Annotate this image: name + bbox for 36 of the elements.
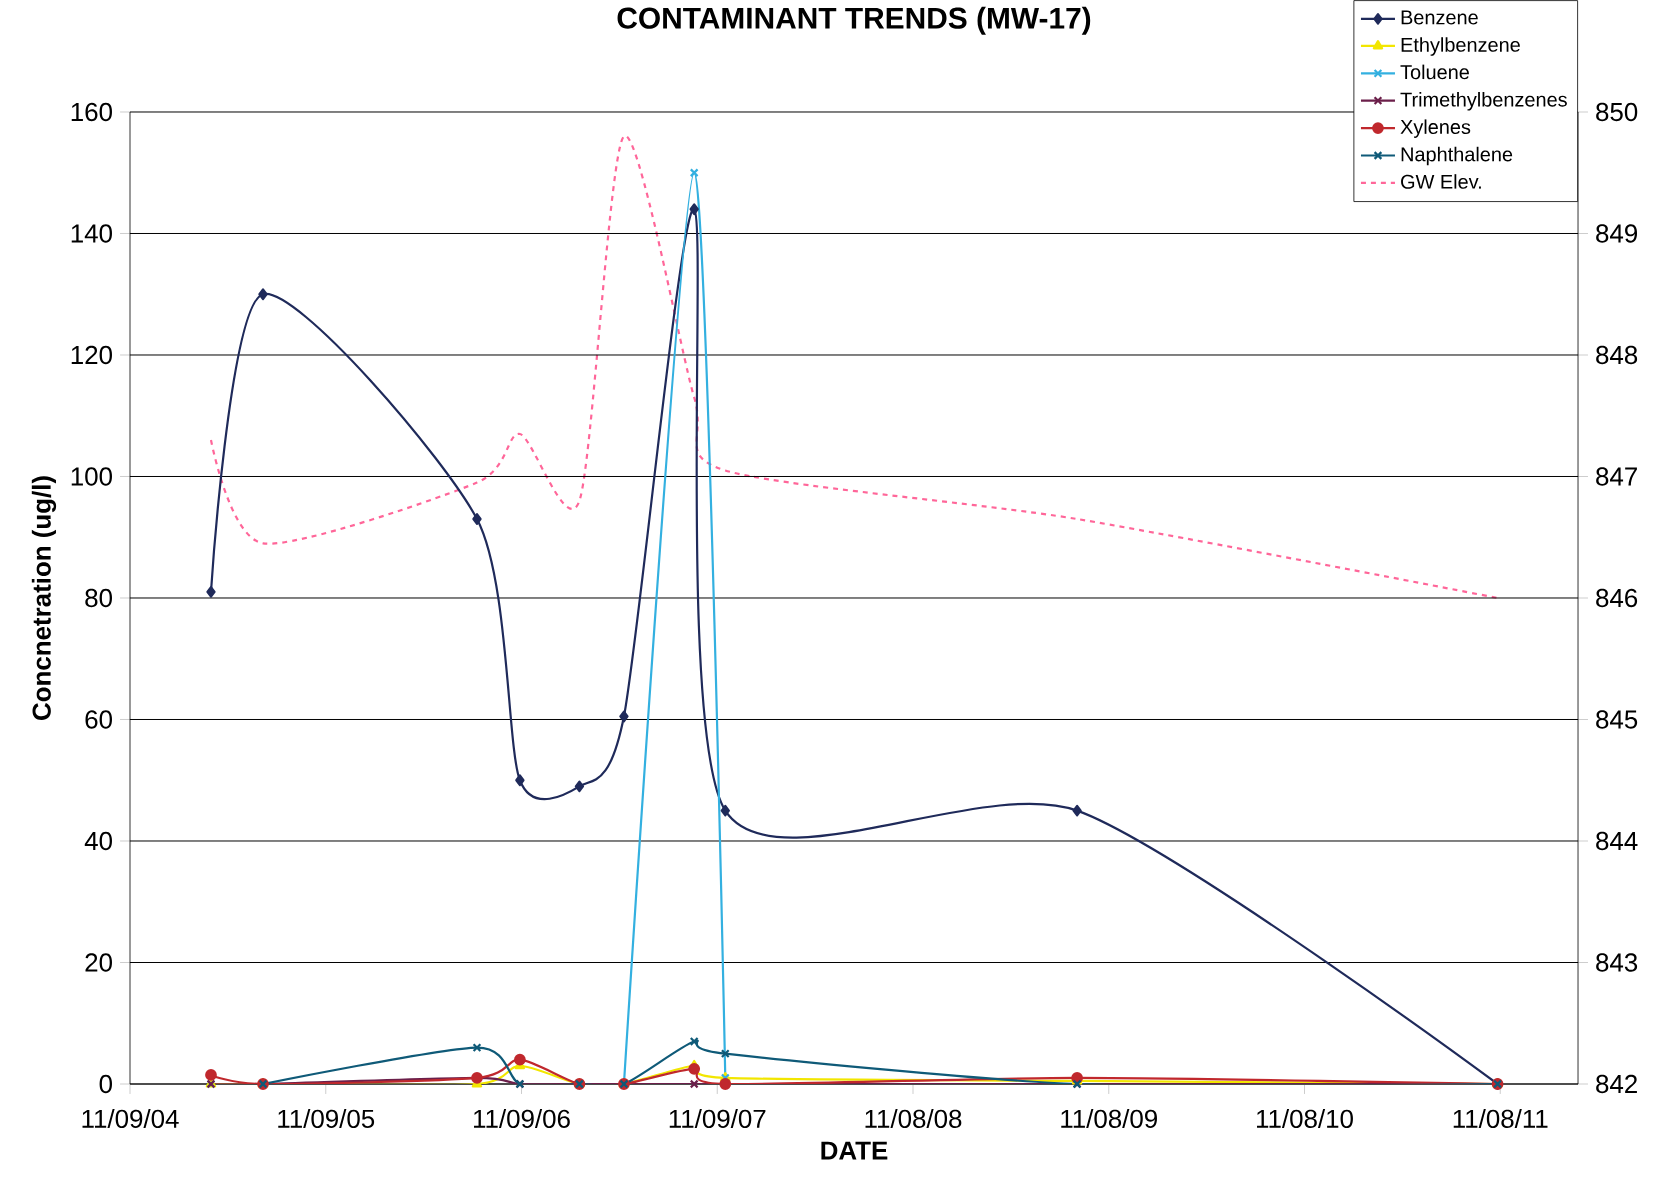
y-tick-label: 20 [85, 953, 112, 972]
legend-label: Xylenes [1400, 119, 1471, 138]
legend-label: Ethylbenzene [1401, 37, 1520, 56]
y2-tick-label: 848 [1596, 345, 1638, 365]
legend-label: Trimethylbenzenes [1400, 92, 1567, 111]
x-axis-title: DATE [821, 1141, 888, 1160]
y-tick-label: 40 [84, 831, 112, 851]
x-tick-label: 11/08/10 [1257, 1108, 1353, 1128]
x-tick-label: 11/08/08 [865, 1108, 962, 1128]
x-tick-label: 11/09/05 [278, 1108, 375, 1128]
y2-tick-label: 846 [1596, 588, 1638, 608]
y-tick-label: 140 [71, 224, 112, 243]
y-axis-title: Concnetration (ug/l) [31, 476, 57, 720]
y2-tick-label: 844 [1596, 831, 1638, 851]
x-tick-label: 11/09/04 [82, 1108, 179, 1128]
x-tick-label: 11/08/11 [1453, 1108, 1548, 1128]
y2-tick-label: 850 [1596, 102, 1638, 122]
legend-label: GW Elev. [1401, 174, 1481, 189]
legend-label: Naphthalene [1401, 146, 1513, 166]
y2-tick-label: 845 [1596, 710, 1638, 729]
y-tick-label: 100 [71, 467, 112, 486]
y-tick-label: 60 [85, 710, 112, 729]
legend-label: Benzene [1401, 10, 1478, 25]
chart-title: CONTAMINANT TRENDS (MW-17) [617, 6, 1091, 35]
x-tick-label: 11/09/07 [669, 1108, 766, 1128]
y2-tick-label: 849 [1596, 224, 1638, 243]
legend-label: Toluene [1400, 64, 1469, 80]
y-tick-label: 80 [85, 588, 112, 608]
y-tick-label: 0 [99, 1074, 112, 1094]
y2-tick-label: 842 [1596, 1074, 1637, 1094]
y-tick-label: 120 [71, 345, 112, 365]
x-tick-label: 11/09/06 [474, 1108, 570, 1128]
y2-tick-label: 843 [1596, 953, 1638, 972]
x-tick-label: 11/08/09 [1061, 1108, 1157, 1128]
y-tick-label: 160 [71, 102, 112, 122]
y2-tick-label: 847 [1596, 467, 1637, 486]
